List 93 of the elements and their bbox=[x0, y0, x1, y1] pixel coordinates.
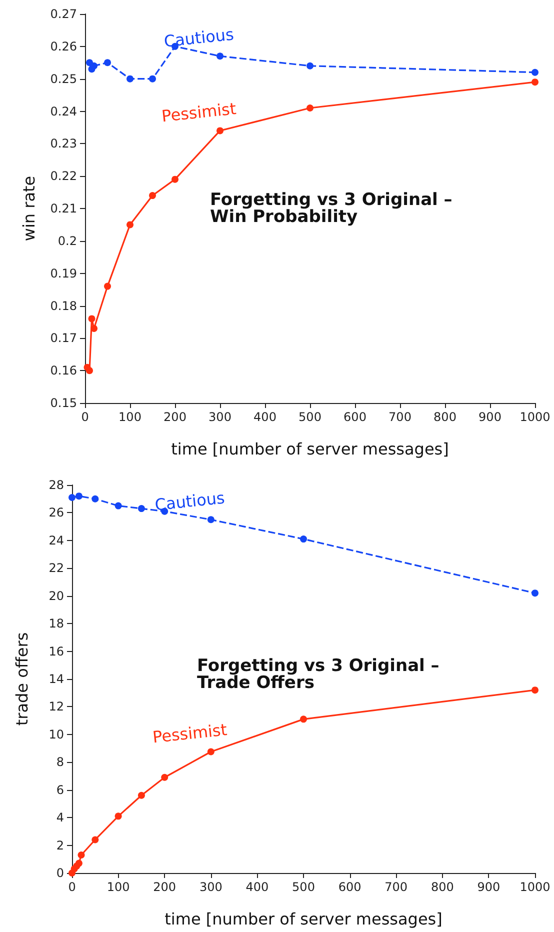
point bbox=[114, 812, 122, 820]
x-tick-label: 1000 bbox=[520, 880, 550, 894]
y-tick-label: 2 bbox=[56, 838, 64, 852]
x-tick-label: 900 bbox=[477, 880, 500, 894]
x-tick-label: 200 bbox=[164, 410, 186, 424]
point bbox=[207, 748, 214, 756]
x-axis-title: time [number of server messages] bbox=[164, 910, 442, 928]
point bbox=[75, 860, 82, 867]
x-tick-label: 600 bbox=[338, 880, 362, 894]
y-tick-label: 4 bbox=[56, 810, 64, 825]
y-tick-label: 0.27 bbox=[50, 7, 77, 21]
y-tick-label: 0.18 bbox=[50, 298, 77, 313]
point bbox=[161, 774, 168, 781]
y-tick-label: 0.19 bbox=[50, 266, 77, 280]
x-tick-label: 1000 bbox=[520, 410, 550, 424]
y-tick-label: 6 bbox=[56, 782, 64, 797]
text: Pessimist bbox=[160, 98, 237, 126]
point bbox=[114, 502, 122, 510]
point bbox=[532, 590, 538, 597]
y-tick-label: 18 bbox=[48, 616, 64, 631]
y-tick-label: 20 bbox=[48, 588, 64, 603]
y-tick-label: 0.26 bbox=[50, 39, 77, 54]
y-axis-title: win rate bbox=[20, 176, 38, 242]
point bbox=[172, 176, 178, 183]
x-tick-label: 700 bbox=[388, 410, 412, 424]
point bbox=[88, 315, 96, 322]
text: Cautious bbox=[162, 24, 235, 51]
x-tick-label: 100 bbox=[106, 880, 130, 894]
y-tick-label: 24 bbox=[48, 533, 64, 548]
point bbox=[86, 367, 93, 374]
y-tick-label: 0 bbox=[56, 866, 64, 880]
y-tick-label: 0.25 bbox=[50, 72, 77, 86]
point bbox=[149, 75, 156, 82]
x-tick-label: 200 bbox=[153, 880, 176, 894]
x-tick-label: 400 bbox=[246, 880, 269, 894]
point bbox=[75, 492, 82, 500]
point bbox=[300, 716, 307, 723]
text: Pessimist bbox=[152, 720, 228, 747]
x-tick-label: 300 bbox=[199, 880, 222, 894]
point bbox=[78, 851, 85, 858]
point bbox=[92, 836, 99, 844]
text: Cautious bbox=[154, 488, 226, 514]
x-tick-label: 900 bbox=[478, 410, 502, 424]
point bbox=[138, 505, 145, 512]
x-tick-label: 800 bbox=[430, 880, 454, 894]
point bbox=[532, 686, 538, 694]
x-tick-label: 300 bbox=[208, 410, 232, 424]
y-tick-label: 0.15 bbox=[50, 396, 77, 410]
y-tick-label: 0.16 bbox=[50, 364, 77, 378]
x-tick-label: 700 bbox=[384, 880, 408, 894]
y-tick-label: 8 bbox=[56, 755, 64, 770]
y-tick-label: 16 bbox=[48, 644, 64, 658]
point bbox=[216, 127, 224, 134]
y-tick-label: 28 bbox=[48, 478, 64, 492]
x-tick-label: 400 bbox=[254, 410, 276, 424]
x-tick-label: 800 bbox=[434, 410, 456, 424]
point bbox=[306, 62, 314, 70]
x-tick-label: 500 bbox=[298, 410, 322, 424]
point bbox=[90, 324, 98, 332]
point bbox=[126, 75, 134, 82]
point bbox=[104, 59, 111, 66]
point bbox=[306, 104, 314, 112]
y-axis-title: trade offers bbox=[12, 632, 32, 726]
point bbox=[149, 192, 156, 200]
y-tick-label: 0.22 bbox=[50, 169, 77, 184]
point bbox=[126, 221, 134, 228]
point bbox=[138, 792, 145, 799]
x-tick-label: 0 bbox=[81, 410, 89, 424]
y-tick-label: 26 bbox=[48, 506, 64, 520]
point bbox=[90, 62, 98, 70]
point bbox=[68, 494, 76, 501]
x-tick-label: 600 bbox=[344, 410, 366, 424]
point bbox=[92, 495, 99, 502]
y-tick-label: 0.2 bbox=[58, 234, 77, 248]
y-tick-label: 0.21 bbox=[50, 202, 77, 216]
x-tick-label: 500 bbox=[292, 880, 315, 894]
y-tick-label: 10 bbox=[48, 727, 64, 742]
y-tick-label: 0.17 bbox=[50, 331, 77, 346]
text: Forgetting vs 3 Original – Win Probability bbox=[210, 190, 458, 227]
y-tick-label: 0.23 bbox=[50, 136, 77, 151]
text: Forgetting vs 3 Original – Trade Offers bbox=[197, 656, 446, 693]
point bbox=[216, 52, 224, 60]
point bbox=[300, 536, 307, 543]
point bbox=[532, 68, 538, 76]
y-tick-label: 14 bbox=[48, 672, 64, 686]
point bbox=[207, 516, 214, 524]
point bbox=[104, 282, 111, 290]
x-axis-title: time [number of server messages] bbox=[171, 440, 449, 458]
y-tick-label: 0.24 bbox=[50, 104, 77, 118]
point bbox=[532, 78, 538, 86]
x-tick-label: 100 bbox=[118, 410, 142, 424]
y-tick-label: 12 bbox=[48, 700, 64, 714]
y-tick-label: 22 bbox=[48, 561, 64, 576]
